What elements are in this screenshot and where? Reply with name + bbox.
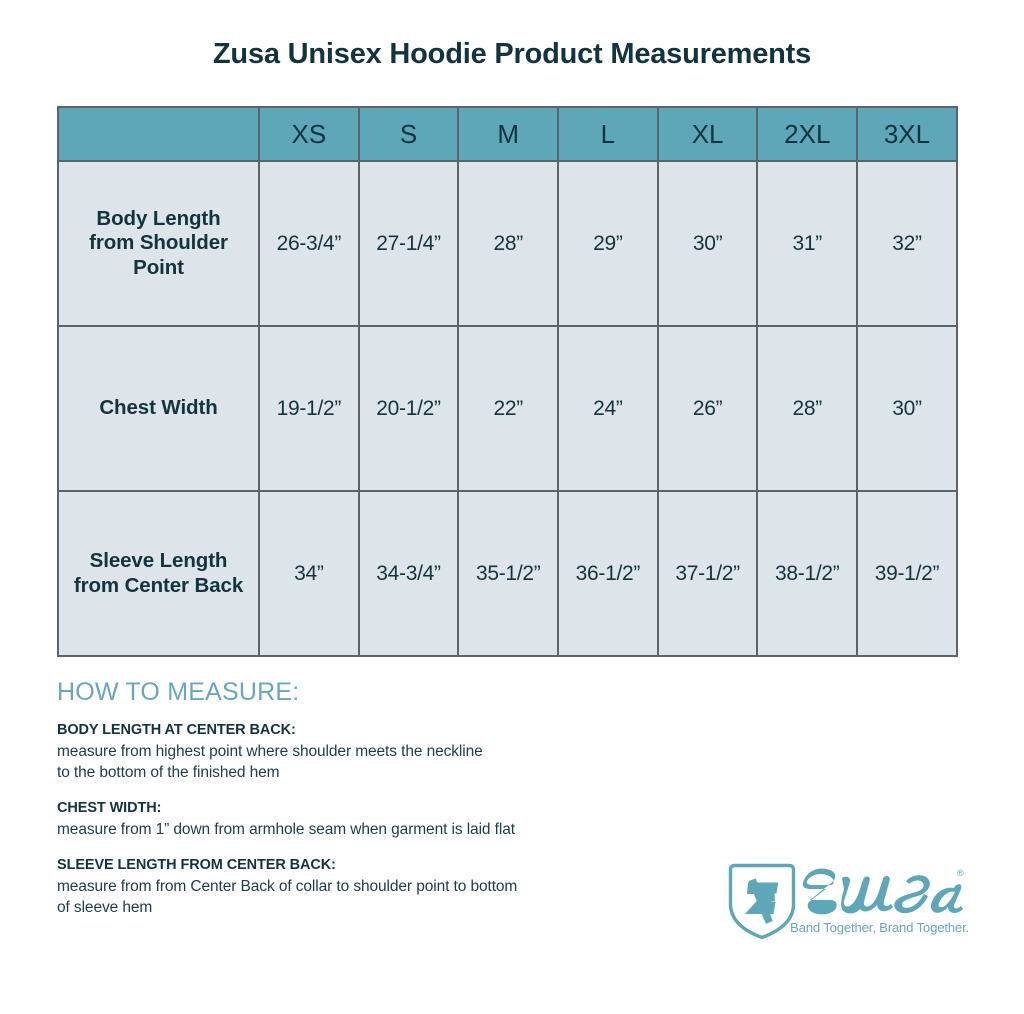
cell-chest-width-m: 22” xyxy=(457,325,560,492)
how-to-measure-heading: HOW TO MEASURE: xyxy=(57,678,300,706)
cell-sleeve-length-l: 36-1/2” xyxy=(557,490,659,657)
table-header-size-xl: XL xyxy=(656,106,759,162)
table-header-row: XS S M L XL 2XL 3XL xyxy=(57,106,958,162)
cell-sleeve-length-xs: 34” xyxy=(258,490,360,657)
cell-sleeve-length-2xl: 38-1/2” xyxy=(756,490,859,657)
cell-chest-width-xl: 26” xyxy=(656,325,759,492)
table-header-size-l: L xyxy=(557,106,659,162)
table-body: Body Length from Shoulder Point 26-3/4” … xyxy=(57,160,958,657)
measurements-table: XS S M L XL 2XL 3XL Body Length from Sho… xyxy=(57,106,958,657)
cell-chest-width-3xl: 30” xyxy=(856,325,958,492)
how-to-desc-sleeve-length: measure from from Center Back of collar … xyxy=(57,877,518,917)
cell-body-length-3xl: 32” xyxy=(856,160,958,327)
how-to-term-body-length: BODY LENGTH AT CENTER BACK: xyxy=(57,722,296,738)
table-header-label-cell xyxy=(57,106,260,162)
cell-body-length-l: 29” xyxy=(557,160,659,327)
cell-sleeve-length-s: 34-3/4” xyxy=(357,490,460,657)
table-header-size-2xl: 2XL xyxy=(756,106,859,162)
cell-body-length-xl: 30” xyxy=(656,160,759,327)
cell-body-length-s: 27-1/4” xyxy=(357,160,460,327)
row-label-body-length: Body Length from Shoulder Point xyxy=(57,160,260,327)
registered-trademark-icon: ® xyxy=(957,868,964,878)
how-to-term-sleeve-length: SLEEVE LENGTH FROM CENTER BACK: xyxy=(57,857,336,874)
cell-chest-width-l: 24” xyxy=(557,325,659,492)
table-row: Sleeve Length from Center Back 34” 34-3/… xyxy=(57,490,958,657)
how-to-item-chest-width: CHEST WIDTH: measure from 1” down from a… xyxy=(57,799,697,840)
how-to-desc-chest-width: measure from 1” down from armhole seam w… xyxy=(57,820,515,838)
cell-sleeve-length-m: 35-1/2” xyxy=(457,490,560,657)
page-title: Zusa Unisex Hoodie Product Measurements xyxy=(212,38,812,70)
zusa-tagline: Band Together, Brand Together. xyxy=(789,920,969,935)
cell-sleeve-length-3xl: 39-1/2” xyxy=(856,490,958,657)
cell-body-length-2xl: 31” xyxy=(756,160,859,327)
cell-body-length-m: 28” xyxy=(457,160,560,327)
cell-sleeve-length-xl: 37-1/2” xyxy=(656,490,759,657)
zusa-logo: ® Band Together, Brand Together. xyxy=(726,862,969,947)
row-label-sleeve-length: Sleeve Length from Center Back xyxy=(57,490,260,657)
table-header-size-xs: XS xyxy=(258,106,360,162)
how-to-item-body-length: BODY LENGTH AT CENTER BACK: measure from… xyxy=(57,721,697,783)
cell-chest-width-2xl: 28” xyxy=(756,325,859,492)
table-header: XS S M L XL 2XL 3XL xyxy=(57,106,958,162)
how-to-desc-body-length: measure from highest point where shoulde… xyxy=(57,742,483,781)
cell-chest-width-s: 20-1/2” xyxy=(357,325,460,492)
how-to-item-sleeve-length: SLEEVE LENGTH FROM CENTER BACK: measure … xyxy=(57,856,697,918)
cell-body-length-xs: 26-3/4” xyxy=(258,160,360,327)
table-row: Body Length from Shoulder Point 26-3/4” … xyxy=(57,160,958,327)
how-to-term-chest-width: CHEST WIDTH: xyxy=(57,800,162,817)
zusa-shield-icon xyxy=(728,863,796,940)
zusa-wordmark xyxy=(802,868,963,915)
table-row: Chest Width 19-1/2” 20-1/2” 22” 24” 26” … xyxy=(57,325,958,492)
table-header-size-3xl: 3XL xyxy=(856,106,958,162)
table-header-size-m: M xyxy=(457,106,560,162)
row-label-chest-width: Chest Width xyxy=(57,325,260,492)
how-to-measure-section: HOW TO MEASURE: BODY LENGTH AT CENTER BA… xyxy=(57,678,697,935)
cell-chest-width-xs: 19-1/2” xyxy=(258,325,360,492)
table-header-size-s: S xyxy=(357,106,460,162)
